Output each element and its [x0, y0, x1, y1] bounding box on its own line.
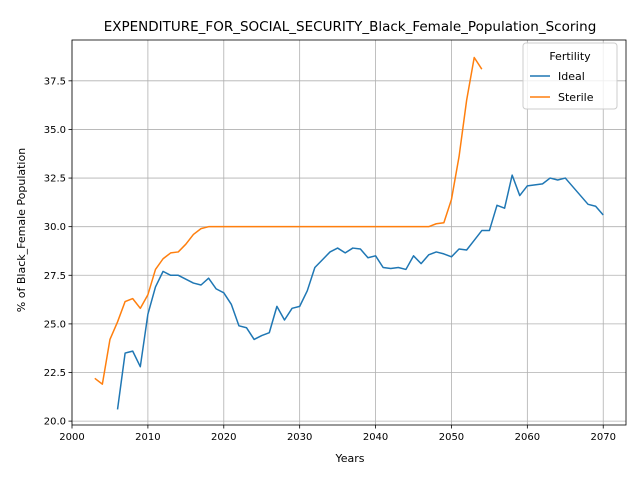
y-tick-label: 35.0 [44, 125, 66, 136]
series-line-sterile [94, 56, 483, 385]
legend-label-sterile: Sterile [558, 91, 594, 104]
x-tick-label: 2060 [515, 432, 540, 443]
y-tick-label: 32.5 [44, 174, 66, 185]
legend-label-ideal: Ideal [558, 70, 585, 83]
x-tick-label: 2030 [287, 432, 312, 443]
series-line-ideal [116, 174, 604, 410]
x-axis-ticks: 2000 2010 2020 2030 2040 2050 2060 2070 [59, 425, 616, 443]
y-tick-label: 27.5 [44, 271, 66, 282]
y-tick-label: 22.5 [44, 368, 66, 379]
legend: Fertility Ideal Sterile [522, 42, 618, 110]
y-tick-label: 37.5 [44, 76, 66, 87]
legend-title: Fertility [549, 50, 591, 63]
plot-frame [71, 39, 627, 426]
y-tick-label: 20.0 [44, 417, 66, 428]
x-axis-label: Years [334, 452, 364, 465]
x-tick-label: 2050 [439, 432, 464, 443]
x-tick-label: 2010 [135, 432, 160, 443]
y-axis-label: % of Black_Female Population [15, 148, 28, 312]
y-tick-label: 25.0 [44, 319, 66, 330]
y-tick-label: 30.0 [44, 222, 66, 233]
x-tick-label: 2000 [59, 432, 84, 443]
chart-title: EXPENDITURE_FOR_SOCIAL_SECURITY_Black_Fe… [104, 19, 597, 35]
x-tick-label: 2070 [591, 432, 616, 443]
legend-box [522, 42, 618, 110]
y-axis-ticks: 20.0 22.5 25.0 27.5 30.0 32.5 35.0 37.5 [44, 76, 72, 428]
x-tick-label: 2020 [211, 432, 236, 443]
x-tick-label: 2040 [363, 432, 388, 443]
series-lines [94, 56, 604, 410]
